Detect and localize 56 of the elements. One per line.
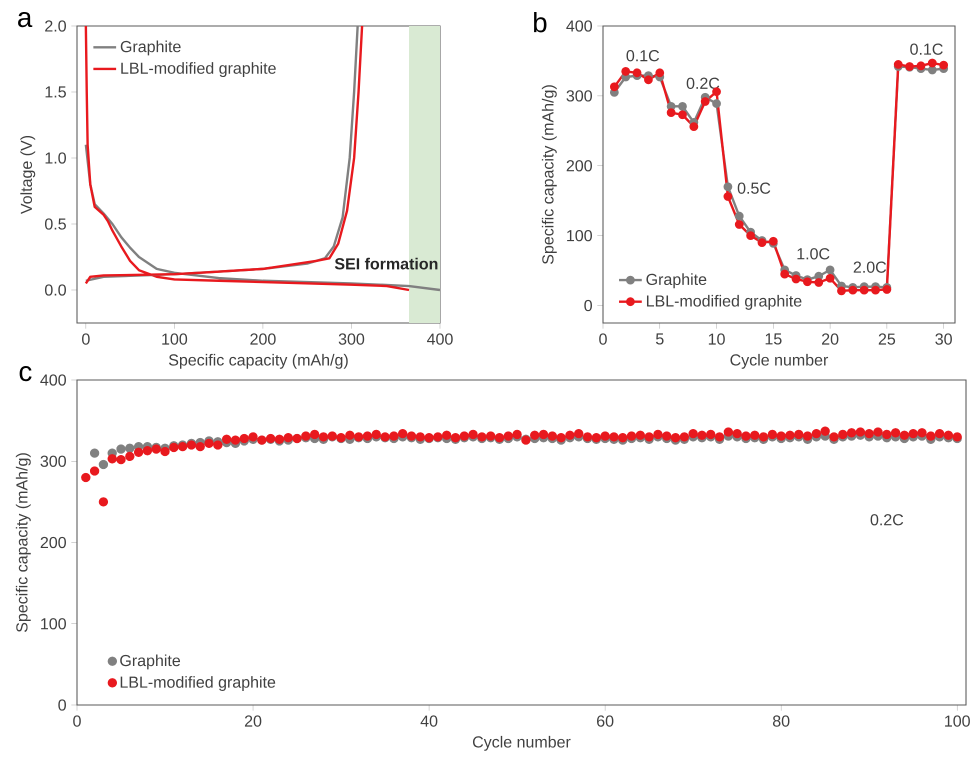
legend-label: LBL-modified graphite [646, 294, 802, 310]
annotation: 0.2C [870, 514, 904, 526]
y-tick-label: 0 [584, 300, 592, 312]
band-label: SEI formation [334, 258, 438, 270]
x-tick-label: 0 [82, 333, 90, 345]
annotation: 0.5C [738, 182, 770, 194]
legend-label: Graphite [120, 654, 180, 670]
y-tick-label: 1.5 [46, 86, 66, 98]
annotation: 0.2C [686, 78, 720, 89]
annotation: 0.1C [910, 44, 943, 55]
y-axis-title: Voltage (V) [20, 136, 36, 214]
x-tick-label: 200 [250, 333, 276, 345]
y-tick-label: 300 [40, 456, 66, 467]
y-axis-title: Specific capacity (mAh/g) [16, 453, 31, 632]
x-axis-title: Specific capacity (mAh/g) [168, 354, 348, 369]
x-tick-label: 30 [935, 333, 952, 345]
x-tick-label: 100 [945, 715, 970, 727]
x-tick-label: 40 [420, 715, 438, 727]
x-tick-label: 15 [766, 333, 782, 345]
y-tick-label: 400 [40, 374, 66, 386]
x-tick-label: 400 [427, 333, 453, 345]
chart-title: b [534, 12, 546, 32]
y-tick-label: 0.0 [44, 284, 66, 296]
x-tick-label: 60 [597, 715, 614, 727]
x-axis-title: Cycle number [472, 736, 571, 751]
annotation: 1.0C [797, 248, 830, 260]
x-axis-title: Cycle number [730, 354, 828, 369]
chart-title: c [20, 366, 32, 382]
x-tick-label: 25 [878, 333, 896, 345]
y-tick-label: 1.0 [46, 152, 66, 164]
y-axis-title: Specific capacity (mAh/g) [542, 85, 557, 264]
x-tick-label: 0 [73, 715, 81, 727]
annotation: 2.0C [854, 262, 886, 273]
y-tick-label: 200 [566, 160, 592, 172]
y-tick-label: 0.5 [44, 218, 66, 230]
chart-title: a [18, 12, 32, 28]
x-tick-label: 10 [708, 333, 725, 345]
legend-label: LBL-modified graphite [121, 62, 276, 78]
x-tick-label: 0 [599, 333, 607, 345]
y-tick-label: 300 [566, 90, 592, 102]
legend-label: LBL-modified graphite [120, 676, 276, 691]
y-tick-label: 100 [567, 230, 592, 242]
x-tick-label: 20 [244, 715, 262, 727]
annotation: 0.1C [626, 50, 660, 62]
y-tick-label: 0 [58, 699, 66, 711]
x-tick-label: 5 [656, 333, 664, 345]
x-tick-label: 80 [772, 715, 790, 727]
y-tick-label: 2.0 [45, 20, 66, 32]
legend-label: Graphite [646, 273, 706, 288]
y-tick-label: 100 [41, 618, 66, 630]
legend-label: Graphite [120, 40, 181, 56]
y-tick-label: 200 [40, 536, 66, 548]
x-tick-label: 20 [822, 333, 838, 345]
x-tick-label: 100 [162, 333, 188, 345]
x-tick-label: 300 [338, 333, 364, 345]
y-tick-label: 400 [566, 20, 592, 32]
